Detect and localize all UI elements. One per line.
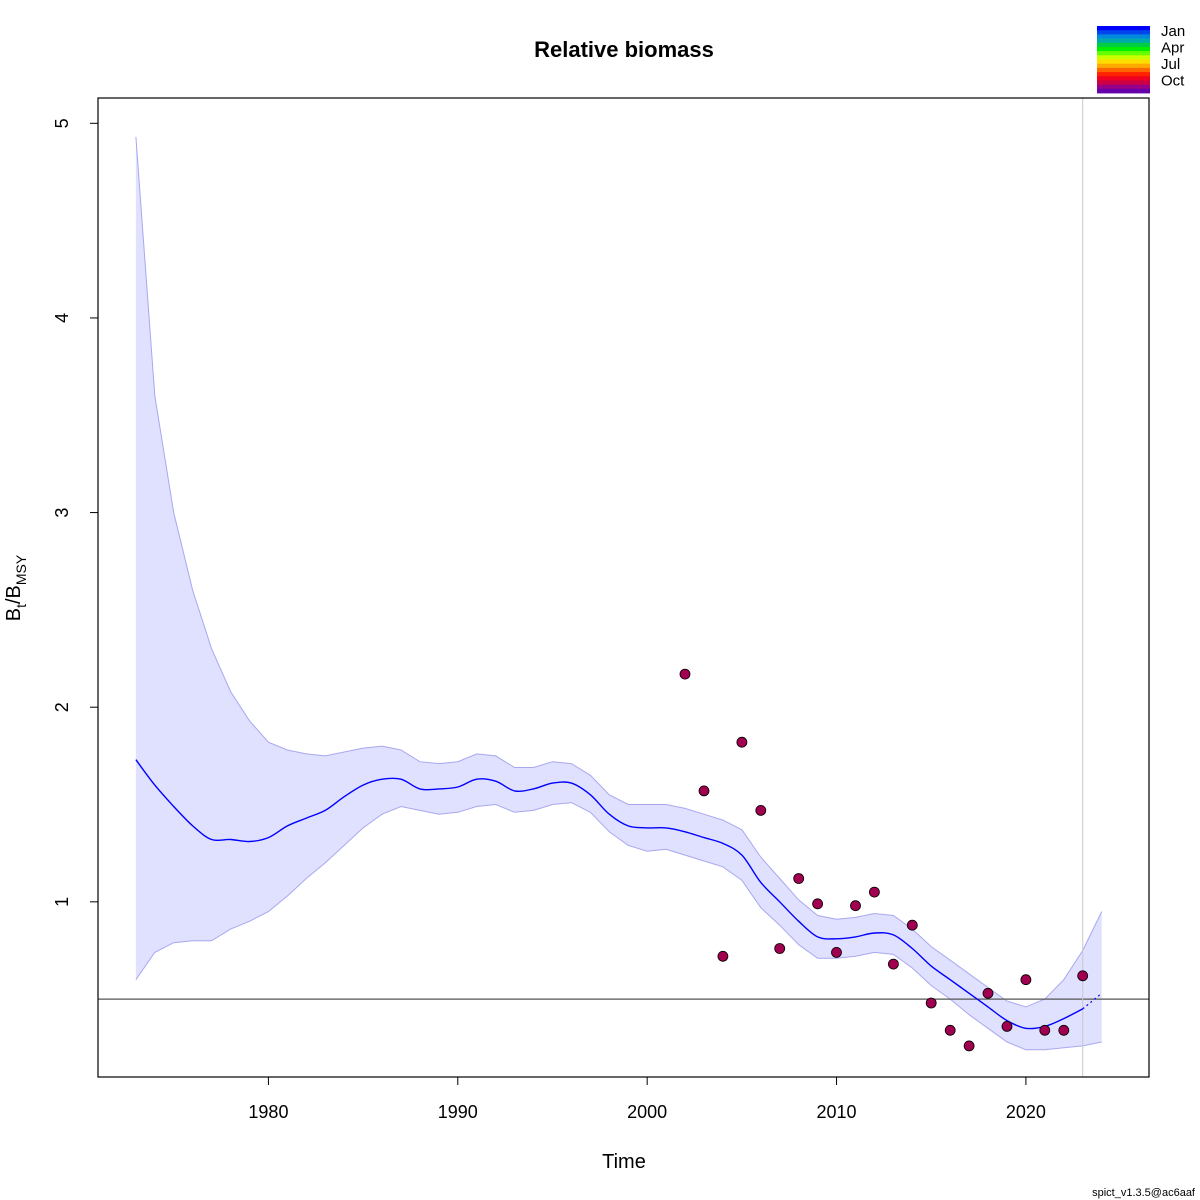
x-tick-label: 2000 [627,1102,667,1122]
observation-point [1058,1024,1070,1036]
biomass-prediction-line [1082,992,1103,1010]
season-color-swatch [1097,88,1150,94]
y-axis: 1 2 3 4 5 [52,118,98,907]
season-legend-label: Jul [1161,56,1180,73]
y-label-sub1: t [13,604,29,608]
y-tick-label: 4 [52,313,72,323]
season-color-swatch [1097,30,1150,35]
season-color-swatch [1097,42,1150,48]
x-axis: 1980 1990 2000 2010 2020 [248,1077,1046,1122]
observation-point [982,987,994,999]
y-tick-label: 3 [52,508,72,518]
season-color-swatch [1097,38,1150,44]
reference-lines-layer [98,98,1149,1077]
observation-point [850,900,861,912]
season-color-swatch [1097,46,1150,52]
y-tick-label: 1 [52,897,72,907]
season-color-swatch [1097,51,1150,56]
confidence-band-upper [135,136,1103,1008]
biomass-estimate-line [135,759,1084,1030]
observation-point [812,898,823,910]
observation-point [1039,1024,1051,1036]
y-tick-label: 2 [52,702,72,712]
y-label-main: B [3,608,25,621]
observation-point [774,943,786,954]
observation-point [1077,970,1089,982]
observation-point [869,886,880,898]
confidence-band-layer [135,136,1103,1051]
observation-points-layer [679,668,1089,1052]
season-color-swatch [1097,76,1150,81]
chart-title: Relative biomass [534,37,714,62]
x-tick-label: 1990 [438,1102,478,1122]
observation-point [717,950,729,962]
confidence-band-lower [135,802,1102,1051]
season-legend-label: Jan [1161,23,1185,40]
season-color-swatch [1097,72,1150,77]
y-tick-label: 5 [52,118,72,128]
observation-point [925,997,937,1009]
observation-point [944,1024,956,1036]
observation-point [679,668,691,680]
plot-frame [97,97,1150,1078]
season-color-swatch [1097,34,1150,39]
observation-point [736,736,748,748]
y-label-sep: /B [3,585,25,604]
observation-point [963,1040,975,1052]
y-axis-label: Bt/BMSY [3,554,29,621]
observation-point [906,919,918,931]
season-color-swatch [1097,59,1150,65]
season-color-swatch [1097,63,1150,69]
season-color-swatch [1097,84,1150,90]
season-legend-label: Oct [1161,73,1185,90]
estimate-line-layer [135,759,1103,1030]
y-label-sub2: MSY [13,554,29,585]
x-tick-label: 2010 [817,1102,857,1122]
observation-point [1001,1021,1013,1032]
confidence-band-fill [135,136,1102,1050]
season-legend-label: Apr [1161,40,1184,57]
observation-point [1020,974,1032,986]
observation-point [755,805,767,816]
season-color-swatch [1097,80,1150,86]
x-tick-label: 2020 [1006,1102,1046,1122]
x-tick-label: 1980 [248,1102,288,1122]
observation-point [888,958,899,970]
season-color-swatch [1097,67,1150,73]
season-color-swatch [1097,26,1150,31]
x-axis-label: Time [602,1151,646,1173]
season-color-swatch [1097,55,1150,60]
observation-point [698,785,710,797]
observation-point [793,873,805,884]
observation-point [831,947,842,958]
version-footer: spict_v1.3.5@ac6aaf [1092,1187,1196,1199]
